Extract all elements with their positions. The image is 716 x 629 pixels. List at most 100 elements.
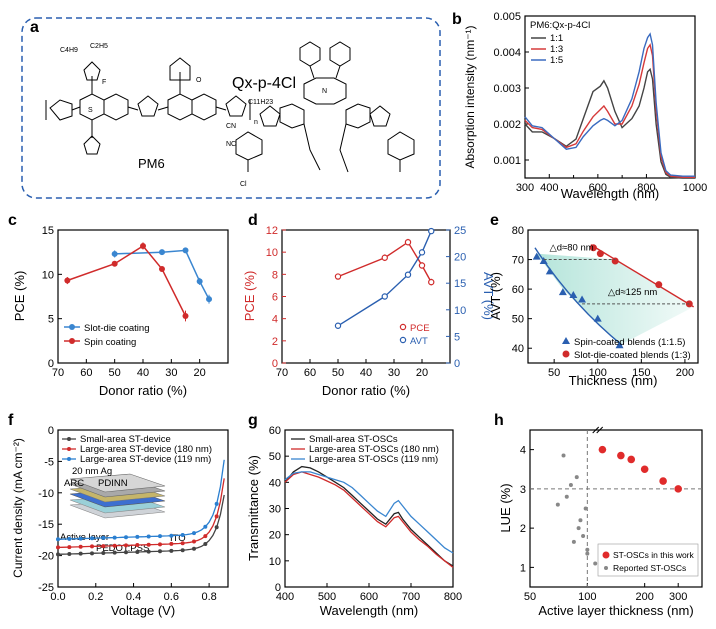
panel-b-xtick-label: 600 <box>589 182 607 194</box>
chem-label-f: F <box>102 79 106 86</box>
panel-e-point-circle <box>611 257 619 265</box>
panel-g-ytick-label: 0 <box>275 582 281 594</box>
panel-c-xtick-label: 20 <box>194 367 206 379</box>
panel-h-xtick-label: 300 <box>669 591 687 603</box>
panel-b-series-line-1:3 <box>524 43 695 178</box>
panel-d-point <box>381 293 388 300</box>
panel-e-annotation: △d≈80 nm <box>549 243 593 254</box>
panel-d-right-ytick-label: 15 <box>454 278 466 290</box>
panel-f-point <box>67 536 72 541</box>
panel-g-xtick-label: 600 <box>360 591 378 603</box>
panel-h-point-this-work <box>640 465 649 474</box>
panel-g-legend-label: Small-area ST-OSCs <box>309 434 398 445</box>
panel-h-ytick-label: 4 <box>520 445 526 457</box>
panel-e-point-circle <box>655 281 663 289</box>
panel-c-legend: Slot-die coating Spin coating <box>64 323 149 348</box>
chem-label-n: n <box>254 119 258 126</box>
panel-f-point <box>203 524 208 529</box>
panel-h-legend-box <box>597 543 699 577</box>
panel-f-point <box>169 533 174 538</box>
panel-e-point-triangle <box>532 252 541 260</box>
panel-f-point <box>112 543 117 548</box>
panel-b-xtick-label: 300 <box>516 182 534 194</box>
panel-label-d: d <box>248 212 258 229</box>
panel-g-legend-label: Large-area ST-OSCs (119 nm) <box>309 454 438 465</box>
panel-label-g: g <box>248 412 258 429</box>
panel-h-ytick-label: 2 <box>520 523 526 535</box>
panel-h-xtick-label: 200 <box>635 591 653 603</box>
panel-g-xlabel: Wavelength (nm) <box>320 603 419 618</box>
panel-g-ytick-label: 20 <box>269 530 281 542</box>
panel-d-point <box>334 322 342 329</box>
panel-h-point-reported <box>585 547 590 552</box>
panel-b-axes <box>524 15 696 179</box>
panel-c-point <box>64 277 71 284</box>
panel-e-ytick-label: 70 <box>512 255 524 267</box>
panel-e-ylabel: AVT (%) <box>488 272 503 320</box>
panel-d-point <box>418 249 426 256</box>
panel-g-legend-label: Large-area ST-OSCs (180 nm) <box>309 444 439 455</box>
panel-g-xtick-label: 500 <box>318 591 336 603</box>
panel-h-axes <box>529 429 703 588</box>
chem-label-c4h9: C4H9 <box>60 47 78 54</box>
chem-label-c2h5: C2H5 <box>90 43 108 50</box>
panel-c-point <box>140 242 146 249</box>
panel-h-legend-marker <box>604 566 608 570</box>
panel-d-ytick-label: 0 <box>272 358 278 370</box>
panel-d-series-line <box>337 230 432 327</box>
panel-d-point <box>404 271 412 278</box>
panel-h-axis-break <box>592 426 600 434</box>
panel-f-point <box>180 532 185 537</box>
panel-f-point <box>90 536 94 541</box>
panel-d-point <box>334 273 342 280</box>
panel-f-xlabel: Voltage (V) <box>111 603 175 618</box>
panel-c-xtick-label: 60 <box>80 367 92 379</box>
panel-e-legend: Spin-coated blends (1:1.5) Slot-die-coate… <box>562 337 691 361</box>
panel-d-point <box>428 278 435 286</box>
panel-b-series-line-1:5 <box>524 32 695 177</box>
panel-f-point <box>135 534 140 539</box>
panel-h-point-reported <box>581 533 586 538</box>
panel-b-ytick-label: 0.002 <box>493 119 521 131</box>
panel-c-point <box>206 296 213 303</box>
panel-e-point-triangle <box>558 288 567 296</box>
panel-a: a C4H9 C2H5 F S O n PM6 <box>21 17 441 199</box>
panel-f-point <box>146 542 151 547</box>
panel-c-ytick-label: 10 <box>42 269 54 281</box>
panel-b-ytick-label: 0.001 <box>493 155 521 167</box>
panel-f-point <box>135 549 140 554</box>
panel-c-series <box>64 242 213 322</box>
panel-b-legend-label: 1:1 <box>550 33 563 44</box>
panel-f-point <box>78 536 83 541</box>
panel-f-ytick-label: -25 <box>38 582 54 594</box>
panel-h-point-reported <box>574 475 579 480</box>
panel-d-xtick-label: 20 <box>416 367 428 379</box>
panel-f-series <box>56 459 225 557</box>
panel-e-xtick-label: 100 <box>589 367 607 379</box>
panel-f-ticks: 0.0 0.2 0.4 0.6 0.8 -25 -20 -15 -10 -5 0 <box>38 425 217 603</box>
panel-label-f: f <box>8 412 14 429</box>
chem-label-cl: Cl <box>240 181 247 188</box>
panel-c-point <box>111 250 118 257</box>
inset-label-active: Active layer <box>60 532 109 543</box>
panel-h-legend-marker <box>602 551 610 559</box>
panel-f-ytick-label: -15 <box>38 519 54 531</box>
panel-h-point-reported <box>578 518 583 523</box>
panel-c-xtick-label: 30 <box>165 367 177 379</box>
panel-f-point <box>67 545 72 550</box>
inset-label-pedot: PEDOT:PSS <box>96 543 149 554</box>
panel-e-fit-red <box>590 244 695 308</box>
panel-g-xtick-label: 700 <box>402 591 420 603</box>
panel-f-legend-marker <box>67 457 71 461</box>
panel-e-point-triangle <box>578 295 587 303</box>
chem-label-nc: NC <box>226 141 236 148</box>
panel-d-right-ytick-label: 25 <box>454 225 466 237</box>
panel-h-point-reported <box>561 453 566 458</box>
panel-e-legend-marker <box>562 350 570 358</box>
panel-e-axes <box>527 229 699 364</box>
panel-g-ytick-label: 40 <box>269 477 281 489</box>
panel-e-annotation: △d≈125 nm <box>608 287 658 298</box>
panel-f-axes <box>57 429 229 588</box>
panel-b-xlabel: Wavelength (nm) <box>561 186 660 201</box>
